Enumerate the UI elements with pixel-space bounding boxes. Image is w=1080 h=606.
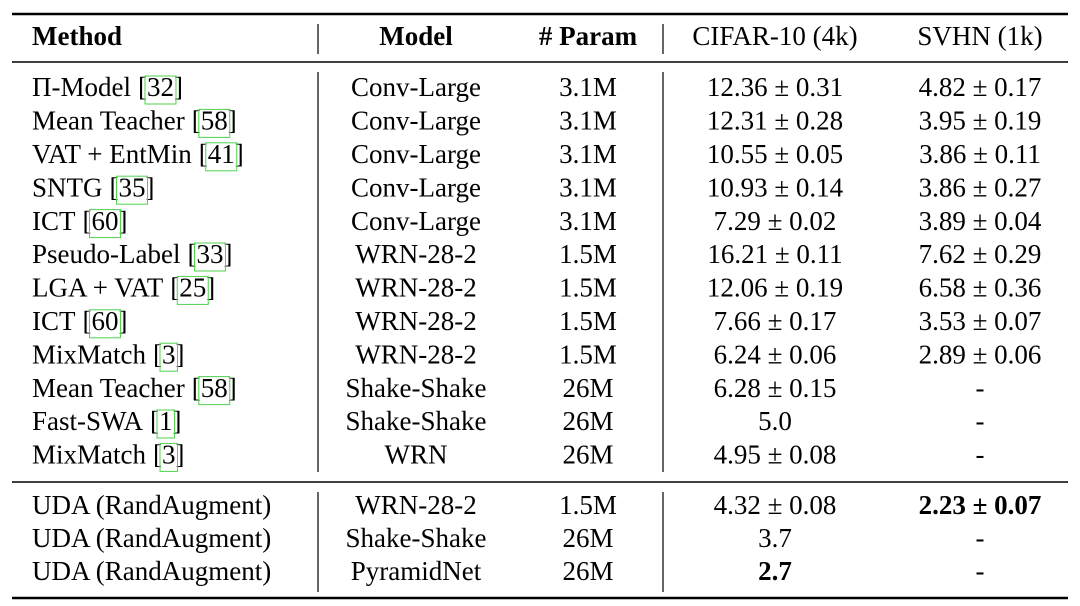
citation-box — [89, 209, 121, 239]
citation-box — [89, 309, 121, 339]
svhn-cell: 3.89 ± 0.04 — [919, 206, 1042, 236]
citation-box — [116, 175, 148, 205]
citation-box — [156, 409, 175, 439]
cifar-cell: 12.31 ± 0.28 — [707, 106, 843, 136]
svhn-cell: 3.95 ± 0.19 — [919, 106, 1042, 136]
svhn-cell: 4.82 ± 0.17 — [919, 72, 1042, 102]
param-cell: 26M — [562, 523, 613, 553]
model-cell: Conv-Large — [351, 172, 481, 202]
svhn-cell: 7.62 ± 0.29 — [919, 239, 1042, 269]
model-cell: Shake-Shake — [346, 373, 487, 403]
param-cell: 1.5M — [559, 339, 617, 369]
citation-box — [176, 275, 209, 305]
cifar-cell: 12.36 ± 0.31 — [707, 72, 843, 102]
param-cell: 3.1M — [559, 72, 617, 102]
cifar-cell: 10.55 ± 0.05 — [707, 139, 843, 169]
model-cell: Shake-Shake — [346, 523, 487, 553]
svhn-cell: - — [976, 406, 985, 436]
cifar-cell: 4.95 ± 0.08 — [714, 440, 837, 470]
cifar-cell: 4.32 ± 0.08 — [714, 490, 837, 520]
method-cell: Π-Model — [32, 72, 131, 102]
svhn-cell: 2.23 ± 0.07 — [919, 490, 1042, 520]
method-cell: UDA (RandAugment) — [32, 523, 271, 553]
method-cell: Mean Teacher — [32, 373, 185, 403]
model-cell: Shake-Shake — [346, 406, 487, 436]
header-cell: SVHN (1k) — [917, 21, 1042, 51]
citation: [3] — [153, 339, 184, 369]
model-cell: WRN-28-2 — [355, 239, 476, 269]
method-cell: MixMatch — [32, 440, 146, 470]
citation-box — [144, 75, 177, 105]
model-cell: WRN — [385, 440, 448, 470]
svhn-cell: - — [976, 373, 985, 403]
model-cell: WRN-28-2 — [355, 273, 476, 303]
cifar-cell: 16.21 ± 0.11 — [707, 239, 842, 269]
citation: [1] — [150, 406, 181, 436]
svhn-cell: 2.89 ± 0.06 — [919, 339, 1042, 369]
citation-box — [198, 108, 231, 138]
param-cell: 26M — [562, 406, 613, 436]
method-cell: Mean Teacher — [32, 106, 185, 136]
cifar-cell: 12.06 ± 0.19 — [707, 273, 843, 303]
param-cell: 1.5M — [559, 273, 617, 303]
model-cell: PyramidNet — [351, 556, 482, 586]
method-cell: ICT — [32, 206, 76, 236]
header-cell: Method — [32, 21, 122, 51]
param-cell: 1.5M — [559, 490, 617, 520]
svhn-cell: 3.53 ± 0.07 — [919, 306, 1042, 336]
model-cell: WRN-28-2 — [355, 490, 476, 520]
header-cell: # Param — [539, 21, 638, 51]
param-cell: 1.5M — [559, 306, 617, 336]
cifar-cell: 3.7 — [758, 523, 792, 553]
svhn-cell: 3.86 ± 0.27 — [919, 172, 1042, 202]
param-cell: 26M — [562, 373, 613, 403]
column-separators — [317, 24, 664, 592]
cifar-cell: 7.66 ± 0.17 — [714, 306, 837, 336]
citation-box — [205, 142, 238, 172]
svhn-cell: 3.86 ± 0.11 — [919, 139, 1041, 169]
header-cell: CIFAR-10 (4k) — [692, 21, 857, 51]
citation-box — [198, 376, 231, 406]
citation: [3] — [153, 440, 184, 470]
cifar-cell: 6.28 ± 0.15 — [714, 373, 837, 403]
model-cell: Conv-Large — [351, 139, 481, 169]
method-cell: UDA (RandAugment) — [32, 490, 271, 520]
cifar-cell: 7.29 ± 0.02 — [714, 206, 837, 236]
method-cell: Pseudo-Label — [32, 239, 180, 269]
citation-box — [159, 442, 178, 472]
model-cell: Conv-Large — [351, 106, 481, 136]
cifar-cell: 10.93 ± 0.14 — [707, 172, 844, 202]
param-cell: 3.1M — [559, 172, 617, 202]
svhn-cell: - — [976, 440, 985, 470]
header-cell: Model — [379, 21, 453, 51]
method-cell: UDA (RandAugment) — [32, 556, 271, 586]
model-cell: WRN-28-2 — [355, 306, 476, 336]
cifar-cell: 6.24 ± 0.06 — [714, 339, 837, 369]
citation-box — [193, 242, 226, 272]
param-cell: 1.5M — [559, 239, 617, 269]
method-cell: Fast-SWA — [32, 406, 144, 436]
citation-box — [159, 342, 178, 372]
param-cell: 3.1M — [559, 106, 617, 136]
cifar-cell: 5.0 — [758, 406, 792, 436]
param-cell: 26M — [562, 440, 613, 470]
model-cell: Conv-Large — [351, 206, 481, 236]
svhn-cell: - — [976, 556, 985, 586]
method-cell: MixMatch — [32, 339, 146, 369]
method-cell: ICT — [32, 306, 76, 336]
svhn-cell: - — [976, 523, 985, 553]
method-cell: LGA + VAT — [32, 273, 164, 303]
param-cell: 3.1M — [559, 139, 617, 169]
method-cell: SNTG — [32, 172, 103, 202]
param-cell: 3.1M — [559, 206, 617, 236]
method-cell: VAT + EntMin — [32, 139, 192, 169]
svhn-cell: 6.58 ± 0.36 — [919, 273, 1042, 303]
cifar-cell: 2.7 — [758, 556, 792, 586]
param-cell: 26M — [562, 556, 613, 586]
model-cell: WRN-28-2 — [355, 339, 476, 369]
model-cell: Conv-Large — [351, 72, 481, 102]
